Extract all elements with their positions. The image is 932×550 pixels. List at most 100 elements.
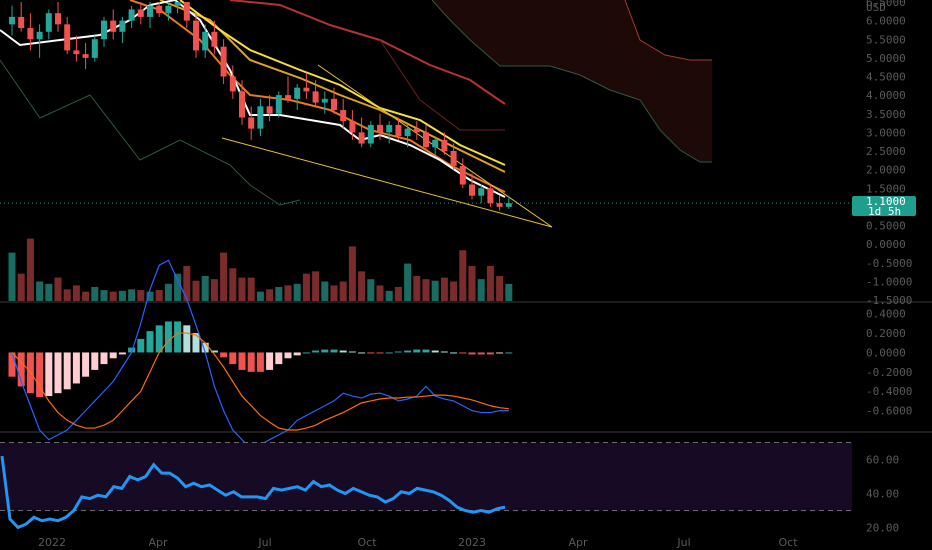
volume-bar[interactable] <box>137 290 145 301</box>
candle-body[interactable] <box>377 124 383 133</box>
macd-histogram-bar[interactable] <box>266 352 274 370</box>
candle-body[interactable] <box>202 31 209 51</box>
macd-histogram-bar[interactable] <box>45 352 53 397</box>
macd-histogram-bar[interactable] <box>256 352 264 372</box>
candle-body[interactable] <box>275 95 282 114</box>
volume-bar[interactable] <box>293 283 301 301</box>
macd-histogram-bar[interactable] <box>210 350 218 353</box>
candle-body[interactable] <box>55 13 61 25</box>
macd-histogram-bar[interactable] <box>91 352 99 370</box>
volume-bar[interactable] <box>100 290 108 301</box>
macd-histogram-bar[interactable] <box>459 352 467 354</box>
volume-bar[interactable] <box>330 285 338 301</box>
volume-bar[interactable] <box>247 277 255 301</box>
macd-histogram-bar[interactable] <box>348 351 356 353</box>
macd-histogram-bar[interactable] <box>183 325 191 353</box>
candle-body[interactable] <box>239 91 245 118</box>
macd-histogram-bar[interactable] <box>229 352 237 365</box>
candle-body[interactable] <box>266 106 273 114</box>
candle-body[interactable] <box>404 128 411 137</box>
macd-histogram-bar[interactable] <box>505 352 513 354</box>
macd-histogram-bar[interactable] <box>72 352 80 384</box>
volume-bar[interactable] <box>45 283 53 301</box>
macd-histogram-bar[interactable] <box>321 349 329 353</box>
macd-histogram-bar[interactable] <box>128 347 136 353</box>
macd-histogram-bar[interactable] <box>36 352 44 398</box>
macd-histogram-bar[interactable] <box>192 333 200 353</box>
macd-histogram-bar[interactable] <box>302 352 310 354</box>
volume-bar[interactable] <box>128 289 136 301</box>
macd-histogram-bar[interactable] <box>330 349 338 353</box>
volume-bar[interactable] <box>192 280 200 301</box>
candle-body[interactable] <box>432 139 439 148</box>
candle-body[interactable] <box>478 188 485 196</box>
macd-histogram-bar[interactable] <box>293 352 301 356</box>
candle-body[interactable] <box>101 20 107 40</box>
macd-histogram-bar[interactable] <box>155 325 163 353</box>
macd-histogram-bar[interactable] <box>367 352 375 354</box>
volume-bar[interactable] <box>376 285 384 301</box>
volume-bar[interactable] <box>459 250 467 301</box>
macd-histogram-bar[interactable] <box>358 352 366 354</box>
candle-body[interactable] <box>459 165 466 185</box>
volume-bar[interactable] <box>17 273 25 301</box>
volume-bar[interactable] <box>367 279 375 301</box>
macd-histogram-bar[interactable] <box>82 352 90 377</box>
candle-body[interactable] <box>64 24 71 51</box>
macd-histogram-bar[interactable] <box>404 350 412 353</box>
volume-bar[interactable] <box>91 286 99 301</box>
macd-histogram-bar[interactable] <box>174 321 182 353</box>
macd-histogram-bar[interactable] <box>247 352 255 372</box>
volume-bar[interactable] <box>440 277 448 301</box>
candle-body[interactable] <box>441 139 448 151</box>
macd-histogram-bar[interactable] <box>339 350 347 353</box>
macd-histogram-bar[interactable] <box>413 349 421 353</box>
candle-body[interactable] <box>156 5 163 14</box>
candle-body[interactable] <box>137 9 144 17</box>
macd-histogram-bar[interactable] <box>146 331 154 353</box>
volume-bar[interactable] <box>266 289 274 301</box>
macd-histogram-bar[interactable] <box>486 352 494 355</box>
macd-histogram-bar[interactable] <box>220 352 228 358</box>
candle-body[interactable] <box>73 50 80 55</box>
volume-bar[interactable] <box>275 286 283 301</box>
volume-bar[interactable] <box>183 265 191 301</box>
volume-bar[interactable] <box>339 281 347 302</box>
macd-histogram-bar[interactable] <box>8 352 16 377</box>
candle-body[interactable] <box>165 5 172 14</box>
candle-body[interactable] <box>45 13 52 32</box>
macd-histogram-bar[interactable] <box>164 321 172 353</box>
volume-bar[interactable] <box>8 252 16 301</box>
volume-bar[interactable] <box>404 263 412 301</box>
macd-histogram-bar[interactable] <box>450 352 458 354</box>
volume-bar[interactable] <box>312 271 320 301</box>
candle-body[interactable] <box>294 87 301 99</box>
candle-body[interactable] <box>487 188 494 204</box>
volume-bar[interactable] <box>413 276 421 301</box>
candle-body[interactable] <box>303 87 310 92</box>
candle-body[interactable] <box>147 5 153 17</box>
volume-bar[interactable] <box>229 268 237 301</box>
candle-body[interactable] <box>110 20 117 32</box>
volume-bar[interactable] <box>220 252 228 301</box>
volume-bar[interactable] <box>486 265 494 301</box>
candle-body[interactable] <box>413 128 420 133</box>
candle-body[interactable] <box>119 20 126 32</box>
candle-body[interactable] <box>18 16 25 29</box>
candle-body[interactable] <box>174 2 181 6</box>
volume-bar[interactable] <box>358 271 366 301</box>
volume-bar[interactable] <box>54 277 62 301</box>
volume-bar[interactable] <box>256 291 264 301</box>
macd-histogram-bar[interactable] <box>238 352 246 370</box>
volume-bar[interactable] <box>72 285 80 301</box>
volume-bar[interactable] <box>477 279 485 301</box>
volume-bar[interactable] <box>210 279 218 301</box>
candle-body[interactable] <box>248 117 255 129</box>
volume-bar[interactable] <box>468 265 476 301</box>
volume-bar[interactable] <box>155 290 163 301</box>
macd-histogram-bar[interactable] <box>440 351 448 353</box>
volume-bar[interactable] <box>109 291 117 301</box>
volume-bar[interactable] <box>422 279 430 301</box>
candle-body[interactable] <box>36 31 43 40</box>
